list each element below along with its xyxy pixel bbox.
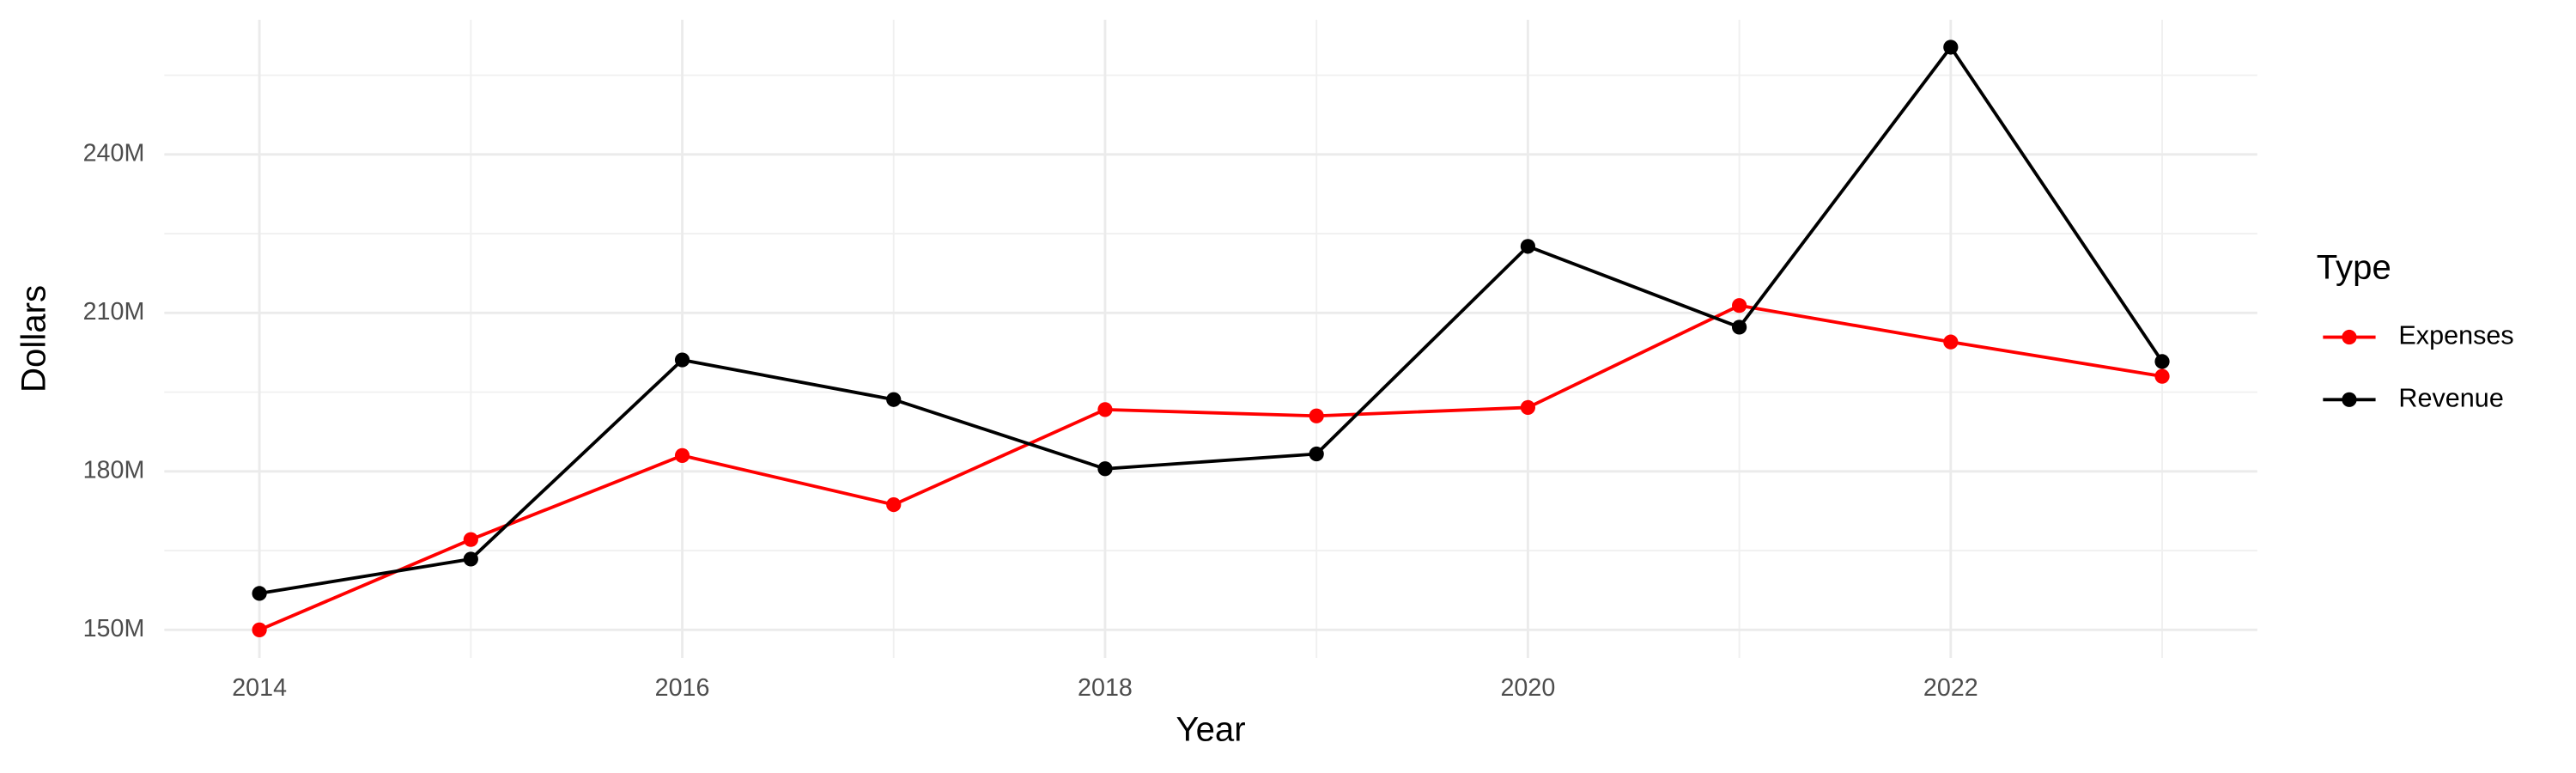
data-point (674, 447, 690, 464)
data-point (252, 622, 267, 637)
data-point (1309, 408, 1324, 423)
x-tick-label: 2020 (1500, 674, 1555, 702)
y-tick-label: 150M (83, 615, 145, 642)
legend-key-point (2342, 392, 2357, 407)
data-point (1731, 298, 1747, 313)
legend-item: Revenue (2323, 383, 2504, 412)
data-point (252, 586, 267, 601)
y-tick-label: 180M (83, 456, 145, 484)
data-point (886, 392, 902, 407)
data-point (1097, 402, 1113, 417)
x-tick-label: 2022 (1923, 674, 1978, 702)
x-tick-label: 2014 (232, 674, 287, 702)
data-point (1097, 461, 1113, 477)
data-point (463, 532, 478, 547)
data-point (1943, 334, 1959, 350)
series-line (258, 303, 2163, 632)
data-point (1731, 320, 1747, 335)
grid (164, 19, 2257, 658)
legend-item: Expenses (2323, 321, 2514, 350)
y-axis-title: Dollars (15, 285, 53, 393)
x-axis-title: Year (1176, 710, 1245, 749)
x-tick-label: 2016 (655, 674, 710, 702)
legend-label: Expenses (2398, 321, 2513, 350)
y-tick-label: 240M (83, 139, 145, 167)
series-line (258, 44, 2164, 595)
y-tick-label: 210M (83, 298, 145, 326)
data-point (2154, 354, 2170, 369)
legend-title: Type (2317, 248, 2391, 287)
x-tick-label: 2018 (1078, 674, 1133, 702)
data-point (2154, 368, 2170, 384)
data-point (463, 551, 478, 567)
legend-label: Revenue (2398, 383, 2503, 412)
plot-area (252, 40, 2170, 637)
data-point (674, 352, 690, 368)
legend-key-point (2342, 329, 2357, 345)
data-point (886, 496, 902, 513)
data-point (1943, 40, 1959, 55)
data-point (1520, 399, 1536, 416)
data-point (1309, 446, 1324, 462)
data-point (1520, 239, 1536, 254)
